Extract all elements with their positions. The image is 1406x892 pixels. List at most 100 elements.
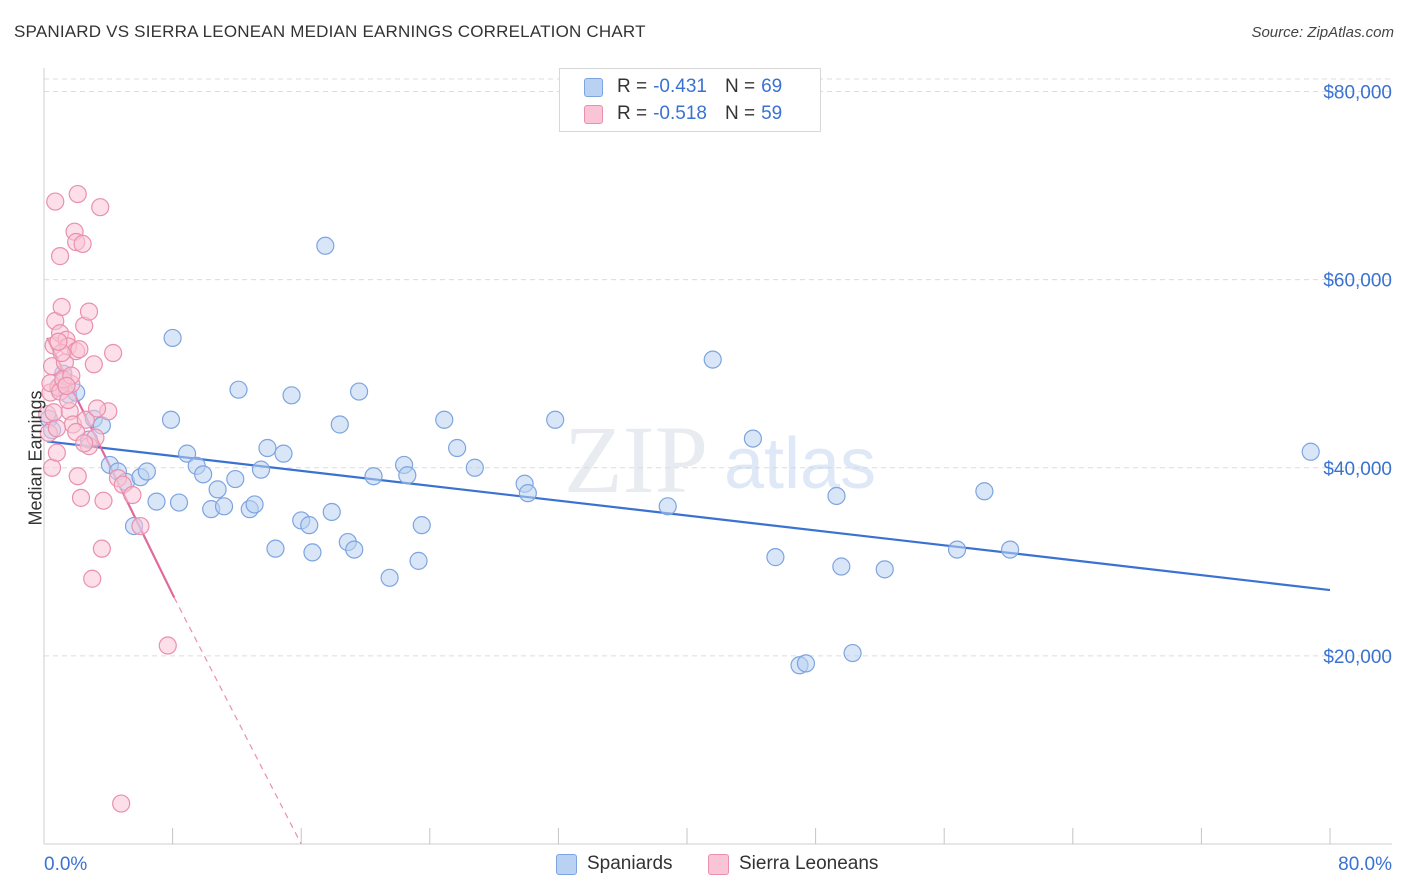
data-point — [104, 343, 123, 363]
data-point — [947, 540, 967, 559]
data-point — [251, 460, 271, 479]
data-point — [703, 350, 722, 369]
y-tick-label: $80,000 — [1323, 83, 1392, 104]
data-point — [316, 236, 335, 255]
data-point — [46, 192, 65, 211]
data-point — [345, 540, 364, 559]
chart-title: SPANIARD VS SIERRA LEONEAN MEDIAN EARNIN… — [14, 22, 646, 41]
data-point — [87, 399, 107, 418]
data-point — [766, 548, 785, 567]
watermark-zip: ZIP — [564, 406, 708, 513]
data-point — [208, 480, 227, 499]
x-tick-label-max: 80.0% — [1338, 854, 1392, 875]
y-tick-label: $60,000 — [1323, 271, 1392, 292]
data-point — [832, 557, 851, 576]
trend-line-sierra-leoneans-extension — [173, 597, 302, 845]
data-point — [163, 328, 182, 348]
series-legend-sierra-leoneans[interactable]: Sierra Leoneans — [708, 852, 878, 876]
data-point — [71, 488, 91, 507]
data-point — [322, 502, 341, 522]
series-legend-spaniards[interactable]: Spaniards — [556, 852, 673, 876]
data-point — [229, 380, 248, 399]
data-point — [214, 497, 234, 516]
correlation-legend: R = -0.431 N = 69 R = -0.518 N = 59 — [559, 68, 821, 132]
data-point — [73, 234, 92, 253]
data-point — [398, 466, 417, 485]
data-point — [68, 467, 87, 486]
data-point — [1301, 442, 1320, 461]
data-point — [743, 429, 763, 448]
data-point — [465, 458, 484, 477]
data-point — [47, 443, 66, 462]
data-point — [518, 484, 537, 503]
data-point — [158, 636, 177, 655]
data-point — [875, 560, 894, 579]
data-point — [546, 410, 565, 429]
data-point — [330, 415, 349, 434]
data-point — [300, 516, 319, 535]
legend-n-label: N = — [724, 103, 756, 124]
series-legend-label: Spaniards — [587, 853, 673, 874]
grid-lines — [44, 78, 1392, 657]
legend-r-value: -0.431 — [653, 76, 707, 97]
data-point — [349, 382, 369, 401]
legend-swatch-blue — [584, 77, 603, 97]
data-point — [975, 482, 994, 501]
data-point — [47, 419, 66, 438]
data-point — [1001, 540, 1020, 559]
source-credit: Source: ZipAtlas.com — [1251, 24, 1394, 41]
series-legend-label: Sierra Leoneans — [739, 853, 879, 874]
data-point — [49, 332, 68, 351]
data-point — [131, 516, 150, 536]
data-point — [137, 462, 156, 481]
data-point — [303, 543, 322, 562]
data-point — [258, 438, 277, 458]
data-point — [52, 297, 71, 317]
series-swatch-pink — [708, 853, 729, 875]
legend-n-value: 69 — [761, 76, 783, 97]
y-axis-label: Median Earnings — [25, 390, 46, 526]
data-point — [412, 516, 431, 535]
legend-r-label: R = — [617, 103, 648, 124]
y-tick-label: $40,000 — [1323, 459, 1392, 480]
data-point — [364, 467, 383, 486]
data-point — [123, 485, 142, 505]
data-point — [112, 794, 131, 813]
data-point — [169, 493, 189, 512]
data-point — [57, 376, 76, 396]
data-point — [827, 486, 846, 506]
legend-row-sierra-leoneans: R = -0.518 N = 59 — [584, 102, 782, 126]
data-point — [177, 444, 197, 463]
series-swatch-blue — [556, 853, 577, 875]
data-point — [94, 491, 113, 510]
tick-labels: $20,000 $40,000 $60,000 $80,000 0.0% 80.0% — [44, 83, 1392, 875]
data-point — [796, 654, 816, 673]
data-point — [83, 569, 102, 588]
data-point — [70, 340, 89, 359]
data-point — [147, 492, 166, 511]
data-point — [68, 184, 87, 204]
watermark: ZIP atlas — [564, 406, 876, 513]
legend-r-label: R = — [617, 76, 648, 97]
data-points — [38, 184, 1320, 813]
legend-n-label: N = — [724, 76, 756, 97]
data-point — [266, 539, 285, 558]
y-tick-label: $20,000 — [1323, 647, 1392, 668]
data-point — [274, 444, 293, 463]
legend-r-value: -0.518 — [653, 103, 707, 124]
legend-n-value: 59 — [761, 103, 783, 124]
data-point — [843, 643, 862, 663]
legend-row-spaniards: R = -0.431 N = 69 — [584, 75, 782, 99]
data-point — [194, 465, 213, 484]
data-point — [380, 568, 399, 587]
axes — [43, 68, 1392, 845]
data-point — [658, 497, 677, 516]
data-point — [161, 410, 181, 429]
data-point — [448, 438, 467, 458]
data-point — [92, 539, 111, 558]
data-point — [91, 198, 110, 217]
x-tick-label-min: 0.0% — [44, 854, 87, 875]
data-point — [75, 434, 94, 453]
data-point — [79, 302, 99, 321]
